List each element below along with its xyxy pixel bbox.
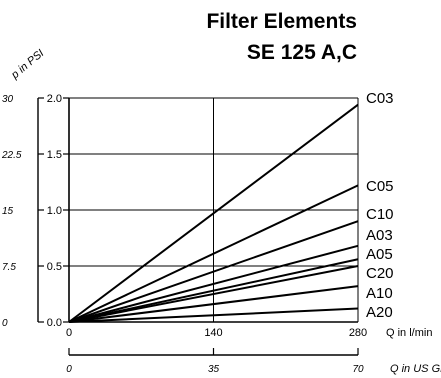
series-label-c20: C20 bbox=[366, 265, 394, 282]
x-tick-label: 280 bbox=[349, 327, 367, 339]
x-tick-label-secondary: 70 bbox=[352, 364, 364, 375]
series-label-c05: C05 bbox=[366, 178, 394, 195]
x-axis-primary-title: Q in l/min bbox=[386, 327, 432, 339]
y-tick-label: 1.5 bbox=[47, 149, 62, 161]
series-line-c03 bbox=[68, 103, 359, 323]
y-tick-label: 2.0 bbox=[47, 93, 62, 105]
series-label-c03: C03 bbox=[366, 90, 394, 107]
series-label-a10: A10 bbox=[366, 285, 393, 302]
series-line-c10 bbox=[68, 220, 359, 323]
chart-title: Filter Elements bbox=[206, 10, 357, 33]
tick-labels: 0.0 0.5 1.0 1.5 2.0 0 7.5 15 22.5 30 0 140 280 0 35 70 bbox=[1, 93, 367, 375]
x-tick-label: 140 bbox=[204, 327, 222, 339]
y-tick-label-secondary: 15 bbox=[2, 206, 14, 217]
series-line-a10 bbox=[68, 285, 359, 323]
x-tick-label-secondary: 35 bbox=[208, 364, 220, 375]
y-axis-secondary-title: p in PSI bbox=[8, 47, 46, 82]
series-line-a20 bbox=[68, 307, 359, 323]
y-tick-label-secondary: 30 bbox=[2, 94, 14, 105]
series-label-c10: C10 bbox=[366, 206, 394, 223]
series-lines bbox=[68, 103, 359, 323]
series-label-a03: A03 bbox=[366, 227, 393, 244]
y-tick-label: 0.5 bbox=[47, 261, 62, 273]
y-tick-label: 0.0 bbox=[47, 317, 62, 329]
axes bbox=[37, 97, 359, 356]
series-line-c05 bbox=[68, 184, 359, 323]
chart-subtitle: SE 125 A,C bbox=[247, 41, 357, 64]
x-axis-secondary-title: Q in US GPM bbox=[390, 363, 441, 375]
series-line-c20 bbox=[68, 265, 359, 323]
x-tick-label-secondary: 0 bbox=[66, 364, 72, 375]
y-tick-label-secondary: 7.5 bbox=[2, 262, 16, 273]
y-tick-label-secondary: 22.5 bbox=[1, 150, 22, 161]
y-tick-label-secondary: 0 bbox=[2, 318, 8, 329]
series-labels: C03 C05 C10 A03 A05 C20 A10 A20 bbox=[366, 90, 394, 321]
series-line-a03 bbox=[68, 244, 359, 323]
series-label-a05: A05 bbox=[366, 246, 393, 263]
y-tick-label: 1.0 bbox=[47, 205, 62, 217]
x-tick-label: 0 bbox=[66, 327, 72, 339]
series-label-a20: A20 bbox=[366, 304, 393, 321]
series-line-a05 bbox=[68, 258, 359, 323]
